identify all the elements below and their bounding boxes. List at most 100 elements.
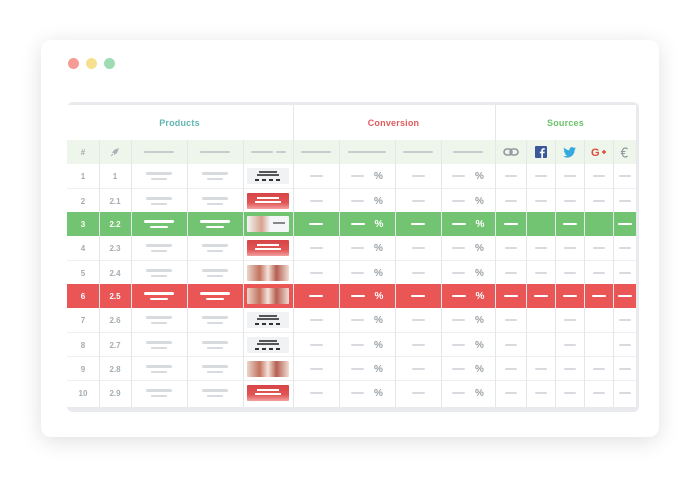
thumbnail-line (257, 244, 279, 246)
table-row[interactable]: 10 2.9%% (67, 380, 636, 405)
column-header-3[interactable] (187, 140, 243, 164)
source-value (613, 189, 636, 213)
row-sub-index-label: 2.3 (109, 243, 121, 253)
group-header-products[interactable]: Products (67, 105, 292, 140)
placeholder-bar (348, 150, 386, 154)
source-value (613, 308, 636, 332)
product-name-bar (146, 341, 172, 344)
group-label-sources: Sources (547, 117, 584, 128)
source-value (495, 381, 526, 405)
column-header-thumb[interactable] (243, 140, 293, 164)
placeholder-bar (301, 150, 331, 154)
source-bar (618, 174, 631, 178)
thumbnail-line (255, 248, 281, 250)
source-bar (592, 174, 605, 178)
column-header-hash[interactable]: # (67, 140, 99, 164)
percent-sign: % (374, 363, 383, 375)
row-sub-index: 2.1 (99, 189, 131, 213)
table-row[interactable]: 1 1%% (67, 164, 636, 188)
column-header-facebook[interactable] (526, 140, 555, 164)
column-header-8[interactable] (441, 140, 495, 164)
source-value (555, 357, 584, 381)
row-sub-index-label: 1 (112, 171, 118, 181)
source-bar (504, 174, 517, 178)
column-header-euro[interactable] (613, 140, 636, 164)
column-header-2[interactable] (131, 140, 187, 164)
group-label-conversion: Conversion (367, 117, 420, 128)
source-value (495, 284, 526, 308)
source-bar (504, 318, 517, 322)
column-divider (293, 140, 294, 407)
column-header-link[interactable] (495, 140, 526, 164)
row-index: 1 (67, 164, 99, 188)
placeholder-bar (350, 294, 365, 298)
product-name-sub-bar (151, 274, 167, 277)
source-value (555, 189, 584, 213)
placeholder-bar (411, 246, 425, 250)
data-table: Products Conversion Sources # G 1 1%% 2 2.1%… (67, 105, 636, 407)
thumbnail-background (247, 265, 289, 281)
product-thumbnail (247, 385, 289, 401)
source-bar (617, 222, 632, 226)
product-name-bar (202, 244, 228, 247)
facebook-icon (534, 146, 547, 158)
column-header-rocket[interactable] (99, 140, 131, 164)
row-sub-index: 2.7 (99, 333, 131, 357)
conversion-value (395, 357, 441, 381)
source-bar (504, 391, 517, 395)
source-value (526, 381, 555, 405)
placeholder-bar (451, 222, 466, 226)
window-maximize-dot[interactable] (104, 58, 115, 69)
thumbnail-block (276, 348, 280, 350)
percent-sign: % (475, 363, 484, 375)
group-header-conversion[interactable]: Conversion (293, 105, 494, 140)
row-sub-index-label: 2.6 (109, 315, 121, 325)
source-bar (618, 391, 631, 395)
column-header-7[interactable] (395, 140, 441, 164)
column-header-conv2[interactable] (339, 140, 395, 164)
source-bar (534, 391, 547, 395)
placeholder-bar (309, 271, 323, 275)
column-header-google-plus[interactable]: G (584, 140, 613, 164)
product-name-sub-bar (207, 346, 223, 349)
table-row[interactable]: 9 2.8%% (67, 356, 636, 381)
placeholder-bar (411, 222, 425, 226)
product-name-cell (187, 212, 243, 236)
thumbnail-block (269, 179, 273, 181)
conversion-value (293, 261, 339, 285)
table-row[interactable]: 7 2.6%% (67, 308, 636, 332)
group-header-sources[interactable]: Sources (495, 105, 636, 140)
placeholder-bar (309, 199, 323, 203)
window-close-dot[interactable] (68, 58, 79, 69)
row-sub-index-label: 2.5 (109, 291, 121, 301)
table-row[interactable]: 4 2.3%% (67, 236, 636, 260)
table-row[interactable]: 5 2.4%% (67, 260, 636, 285)
thumbnail-block (255, 323, 259, 325)
placeholder-bar (452, 343, 466, 347)
product-name-sub-bar (151, 321, 167, 324)
table-row[interactable]: 6 2.5%% (67, 284, 636, 308)
column-header-5[interactable] (293, 140, 339, 164)
source-bar (563, 174, 576, 178)
conversion-value (293, 357, 339, 381)
placeholder-bar (452, 271, 466, 275)
source-bar (563, 271, 576, 275)
product-name-cell (131, 212, 187, 236)
row-sub-index-label: 2.2 (109, 219, 121, 229)
placeholder-bar (451, 294, 466, 298)
product-name-bar (146, 197, 172, 200)
source-value (526, 357, 555, 381)
conversion-rate: % (339, 236, 395, 260)
product-name-bar (146, 172, 172, 175)
conversion-value (395, 189, 441, 213)
source-value (526, 164, 555, 188)
placeholder-bar (309, 246, 323, 250)
thumbnail-line (259, 315, 277, 317)
source-bar (592, 271, 605, 275)
column-header-twitter[interactable] (555, 140, 584, 164)
table-row[interactable]: 3 2.2%% (67, 212, 636, 236)
window-minimize-dot[interactable] (86, 58, 97, 69)
table-row[interactable]: 2 2.1%% (67, 188, 636, 213)
source-bar (534, 246, 547, 250)
table-row[interactable]: 8 2.7%% (67, 332, 636, 357)
